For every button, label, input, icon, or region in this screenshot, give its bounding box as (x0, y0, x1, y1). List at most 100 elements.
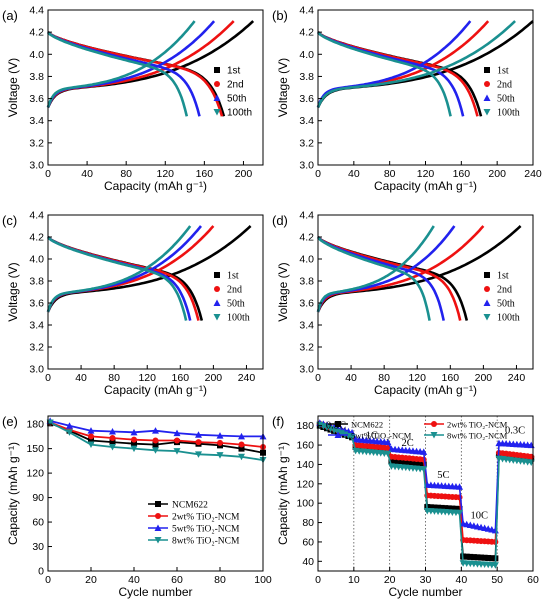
panel-label: (e) (2, 414, 18, 429)
x-tick-label: 50 (491, 574, 503, 586)
data-point (195, 451, 202, 458)
x-tick-label: 0 (45, 372, 51, 384)
x-axis-label: Capacity (mAh g⁻¹) (374, 179, 477, 193)
data-point (442, 505, 449, 512)
panel-d: 0 40 80 120 160 200 240 3.0 3.2 3.4 3.6 3.8 4.0 4.2 4.… (272, 210, 534, 397)
legend-entry: 1st (497, 271, 509, 282)
x-tick-label: 60 (171, 574, 183, 586)
y-tick-label: 4.0 (299, 254, 314, 266)
x-tick-label: 60 (527, 574, 539, 586)
legend-marker (213, 94, 221, 101)
charge-curve-100th (316, 225, 435, 313)
data-point (130, 445, 138, 453)
x-tick-label: 40 (128, 574, 140, 586)
y-tick-label: 3.2 (29, 137, 44, 149)
legend-marker (214, 272, 220, 278)
legend-marker (214, 286, 220, 292)
x-tick-label: 240 (238, 372, 256, 384)
legend-marker (484, 67, 490, 73)
data-point (238, 441, 245, 448)
y-tick-label: 160 (296, 440, 314, 452)
legend-entry: 100th (497, 108, 520, 119)
y-axis-label: Capacity (mAh g⁻¹) (276, 442, 290, 545)
legend-marker (483, 94, 491, 101)
legend-marker (213, 314, 221, 321)
data-point (417, 461, 424, 468)
legend-marker (431, 421, 437, 427)
data-point (395, 459, 402, 466)
data-point (463, 553, 470, 560)
data-point (109, 435, 116, 442)
data-point (87, 441, 95, 449)
rate-label: 10C (470, 511, 488, 522)
legend-entry: NCM622 (351, 420, 383, 430)
rate-label: 0.3C (505, 425, 525, 436)
x-tick-label: 240 (508, 372, 526, 384)
data-point (216, 432, 224, 439)
legend-marker (213, 109, 221, 116)
data-point (87, 427, 95, 434)
y-tick-label: 3.8 (299, 71, 314, 83)
y-tick-label: 80 (302, 517, 314, 529)
legend-marker (154, 537, 162, 544)
x-tick-label: 80 (384, 168, 396, 180)
legend-entry: 1st (227, 271, 239, 282)
legend-entry: 8wt% TiO₂-NCM (447, 431, 508, 441)
x-tick-label: 20 (85, 574, 97, 586)
y-axis-label: Capacity (mAh g⁻¹) (6, 442, 20, 545)
data-point (456, 506, 463, 512)
x-tick-label: 240 (524, 168, 542, 180)
panel-label: (b) (272, 8, 288, 23)
x-tick-label: 200 (475, 372, 493, 384)
legend-marker (335, 421, 341, 427)
data-point (427, 504, 434, 511)
legend-marker (484, 286, 490, 292)
charge-curve-50th (316, 20, 472, 108)
y-tick-label: 4.0 (29, 49, 44, 61)
y-tick-label: 4.2 (29, 27, 44, 39)
x-tick-label: 80 (214, 574, 226, 586)
x-tick-label: 120 (157, 168, 175, 180)
data-point (388, 458, 395, 465)
data-point (474, 554, 481, 561)
x-tick-label: 40 (345, 372, 357, 384)
legend-entry: 1st (497, 66, 509, 77)
legend-entry: 8wt% TiO₂-NCM (172, 537, 240, 547)
x-tick-label: 0 (45, 168, 51, 180)
charge-curve-100th (46, 225, 192, 313)
data-point (238, 432, 245, 440)
x-tick-label: 80 (108, 372, 120, 384)
y-tick-label: 3.0 (299, 364, 314, 376)
panel-c: 0 40 80 120 160 200 240 3.0 3.2 3.4 3.6 3.8 4.0 4.2 4.… (2, 210, 264, 397)
discharge-curve-100th (317, 31, 452, 117)
legend-entry: 50th (497, 94, 515, 105)
x-tick-label: 0 (315, 372, 321, 384)
rate-label: 1C (366, 430, 378, 441)
x-axis-label: Cycle number (118, 585, 192, 599)
legend-marker (484, 81, 490, 87)
panel-a: 0 40 80 120 160 200 3.0 3.2 3.4 3.6 3.8 4.0 4.2 4.4 Ca… (2, 5, 264, 193)
x-tick-label: 40 (455, 574, 467, 586)
legend: NCM622 2wt% TiO₂-NCM 5wt% TiO₂-NCM 8wt% TiO… (148, 501, 240, 547)
y-axis-label: Voltage (V) (6, 262, 20, 321)
y-tick-label: 4.2 (299, 232, 314, 244)
plot-frame (47, 415, 264, 572)
x-tick-label: 160 (442, 372, 460, 384)
data-point (478, 554, 485, 561)
data-point (384, 450, 392, 458)
data-point (470, 554, 477, 561)
y-tick-label: 60 (32, 517, 44, 529)
y-tick-label: 4.4 (299, 5, 314, 17)
data-point (66, 429, 73, 436)
legend-marker (483, 314, 491, 321)
x-tick-label: 120 (138, 372, 156, 384)
data-point (130, 428, 138, 436)
x-tick-label: 160 (453, 168, 471, 180)
data-point (66, 422, 73, 429)
y-tick-label: 3.2 (29, 342, 44, 354)
y-tick-label: 3.6 (299, 298, 314, 310)
x-tick-label: 160 (172, 372, 190, 384)
data-point (88, 437, 94, 444)
y-tick-label: 3.6 (29, 298, 44, 310)
data-point (216, 452, 224, 459)
